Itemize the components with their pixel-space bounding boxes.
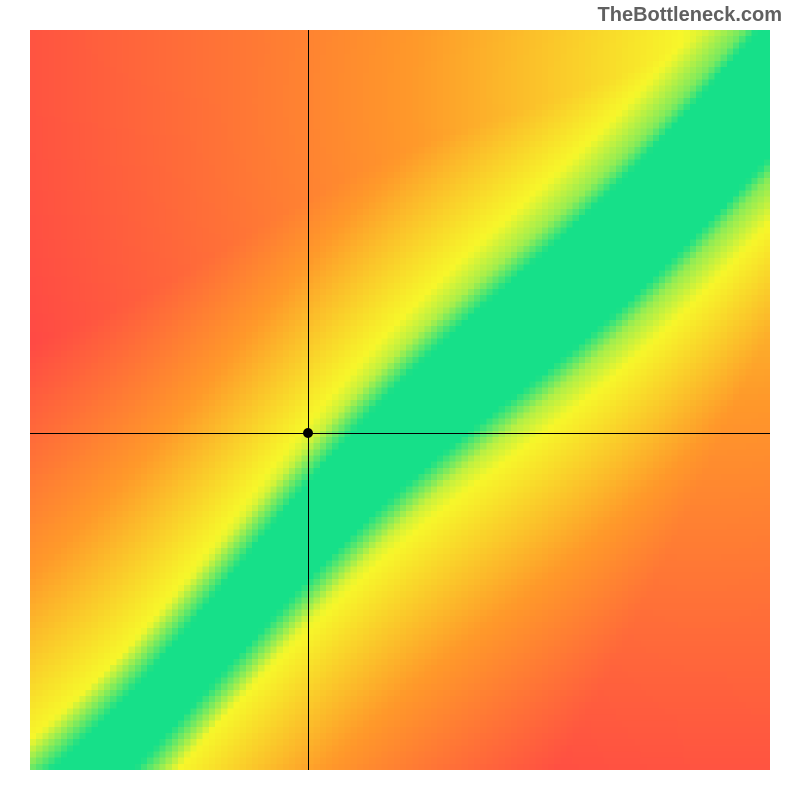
watermark-text: TheBottleneck.com — [598, 4, 782, 27]
crosshair-vertical — [308, 30, 309, 770]
crosshair-horizontal — [30, 433, 770, 434]
heatmap-plot — [30, 30, 770, 770]
heatmap-canvas — [30, 30, 770, 770]
marker-point — [303, 428, 313, 438]
